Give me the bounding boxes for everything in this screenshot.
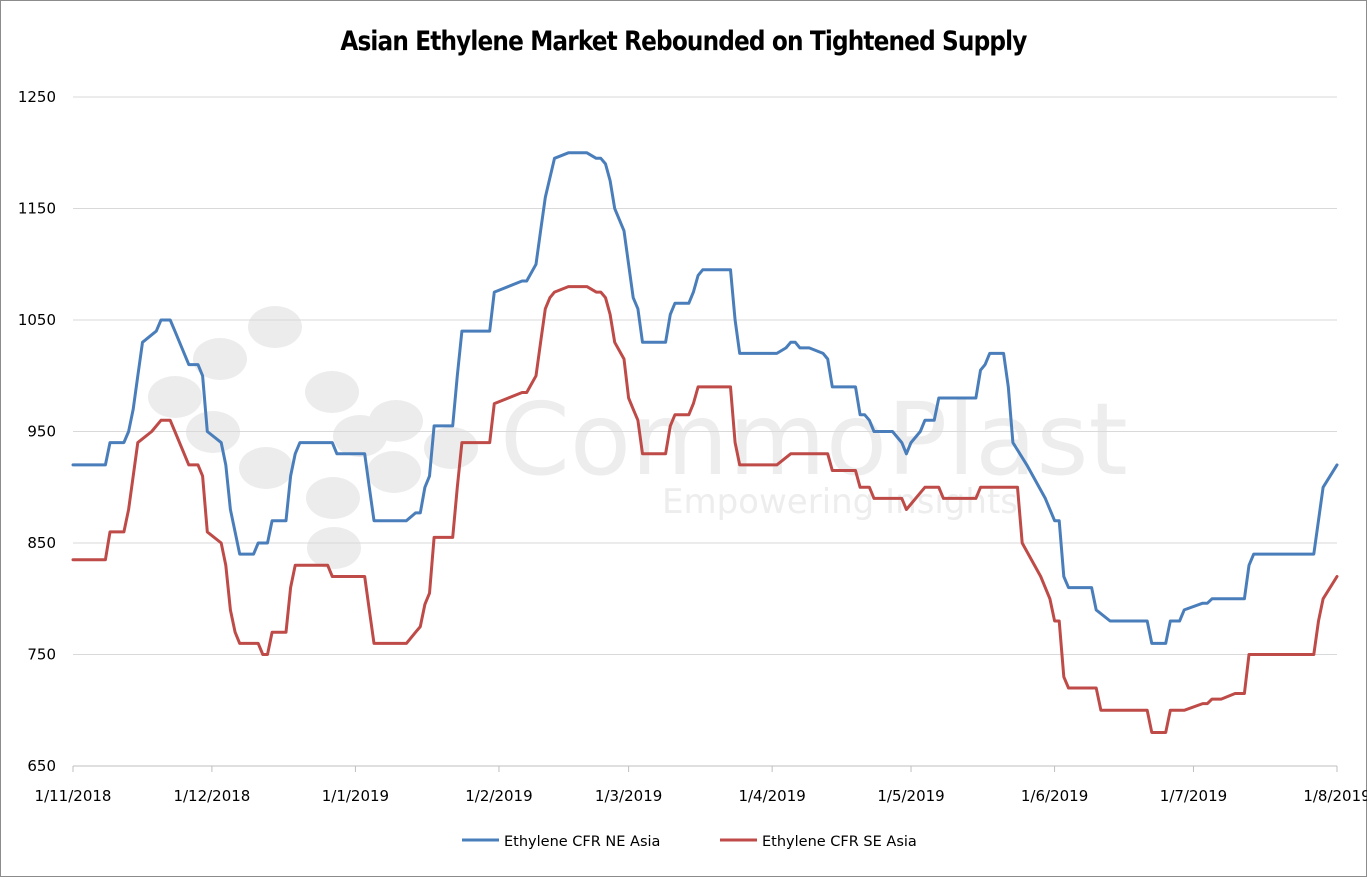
series-line-se-asia	[71, 285, 1339, 734]
y-axis-ticks: 650 750 850 950 1050 1150 1250	[18, 88, 56, 775]
x-tick-label: 1/8/2019	[1303, 787, 1367, 805]
legend-label: Ethylene CFR SE Asia	[762, 834, 917, 850]
watermark-dot	[248, 306, 302, 348]
y-tick-label: 1150	[18, 200, 56, 218]
watermark-tagline: Empowering Insights	[662, 482, 1018, 522]
x-tick-label: 1/12/2018	[173, 787, 250, 805]
x-tick-label: 1/4/2019	[738, 787, 805, 805]
y-tick-label: 850	[27, 534, 56, 552]
y-tick-label: 650	[27, 757, 56, 775]
x-tick-label: 1/1/2019	[322, 787, 389, 805]
legend: Ethylene CFR NE Asia Ethylene CFR SE Asia	[462, 834, 917, 850]
y-tick-label: 1250	[18, 88, 56, 106]
watermark-dot	[305, 371, 359, 413]
watermark-dot	[333, 415, 387, 457]
series-lines	[71, 151, 1339, 734]
x-tick-label: 1/5/2019	[877, 787, 944, 805]
watermark-brand: CommoPlast	[500, 381, 1128, 498]
watermark-dot	[306, 477, 360, 519]
watermark-dot	[148, 376, 202, 418]
watermark-dot	[367, 451, 421, 493]
x-tick-label: 1/2/2019	[465, 787, 532, 805]
x-tick-label: 1/7/2019	[1160, 787, 1227, 805]
x-tick-label: 1/3/2019	[595, 787, 662, 805]
watermark-dot	[193, 338, 247, 380]
x-axis-ticks: 1/11/2018 1/12/2018 1/1/2019 1/2/2019 1/3/20…	[35, 766, 1367, 805]
chart-title: Asian Ethylene Market Rebounded on Tight…	[340, 26, 1027, 57]
y-tick-label: 1050	[18, 311, 56, 329]
legend-label: Ethylene CFR NE Asia	[504, 834, 660, 850]
y-tick-label: 750	[27, 646, 56, 664]
watermark-dot	[424, 427, 478, 469]
series-line-ne-asia	[71, 151, 1339, 645]
x-tick-label: 1/6/2019	[1021, 787, 1088, 805]
y-tick-label: 950	[27, 423, 56, 441]
x-tick-label: 1/11/2018	[35, 787, 112, 805]
watermark-dot	[239, 447, 293, 489]
gridlines	[73, 96, 1337, 767]
watermark-dot	[307, 527, 361, 569]
